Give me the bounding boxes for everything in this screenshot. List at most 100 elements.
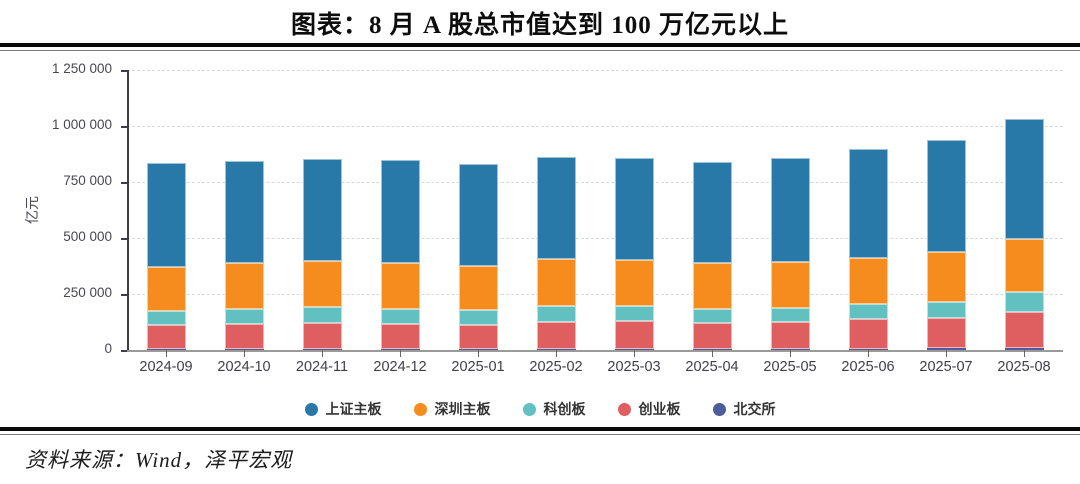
x-tick-label: 2025-08 <box>997 359 1051 375</box>
bar-segment-创业板[interactable] <box>146 324 186 350</box>
x-tick-mark <box>634 350 635 357</box>
y-tick-label: 500 000 <box>63 229 112 244</box>
x-tick-label: 2025-05 <box>763 359 817 375</box>
legend-item-深圳主板[interactable]: 深圳主板 <box>413 399 491 419</box>
bar-segment-上证主板[interactable] <box>614 158 654 260</box>
bar-segment-上证主板[interactable] <box>224 160 264 264</box>
bar-segment-北交所[interactable] <box>848 348 888 350</box>
bar-segment-上证主板[interactable] <box>692 162 732 264</box>
x-tick-mark <box>868 350 869 357</box>
stacked-bar-chart: 亿元 0 250 000 500 000 750 000 1 000 000 1 250 … <box>0 52 1080 398</box>
x-tick-label: 2025-07 <box>919 359 973 375</box>
bar-segment-上证主板[interactable] <box>536 156 576 260</box>
bar-segment-北交所[interactable] <box>458 348 498 350</box>
x-tick-label: 2024-10 <box>217 359 271 375</box>
bar-segment-科创板[interactable] <box>614 306 654 322</box>
x-tick-mark <box>556 350 557 357</box>
bar-segment-深圳主板[interactable] <box>146 266 186 312</box>
bar-segment-深圳主板[interactable] <box>926 252 966 303</box>
legend-label: 上证主板 <box>325 401 382 417</box>
legend-item-上证主板[interactable]: 上证主板 <box>304 399 382 419</box>
y-tick-mark <box>121 126 127 128</box>
y-tick-label: 250 000 <box>63 285 112 300</box>
bar-segment-科创板[interactable] <box>692 309 732 324</box>
bar-segment-深圳主板[interactable] <box>536 259 576 307</box>
bar-segment-北交所[interactable] <box>692 348 732 350</box>
bar-segment-创业板[interactable] <box>1004 311 1044 349</box>
y-tick-label: 1 250 000 <box>51 61 112 76</box>
bar-segment-科创板[interactable] <box>380 309 420 324</box>
bar-segment-深圳主板[interactable] <box>770 261 810 309</box>
legend-swatch-icon <box>522 402 536 416</box>
bar-segment-北交所[interactable] <box>302 349 342 350</box>
x-tick-label: 2025-01 <box>451 359 505 375</box>
bar-segment-创业板[interactable] <box>770 322 810 349</box>
bar-segment-创业板[interactable] <box>380 324 420 350</box>
legend-label: 北交所 <box>733 401 776 417</box>
y-axis-line <box>127 70 129 352</box>
legend-item-北交所[interactable]: 北交所 <box>712 399 776 419</box>
bar-segment-创业板[interactable] <box>224 324 264 350</box>
x-tick-label: 2025-04 <box>685 359 739 375</box>
data-source-note: 资料来源：Wind，泽平宏观 <box>25 448 293 472</box>
legend-item-科创板[interactable]: 科创板 <box>522 399 586 419</box>
bar-segment-北交所[interactable] <box>1004 348 1044 350</box>
bar-segment-深圳主板[interactable] <box>614 259 654 307</box>
bar-segment-北交所[interactable] <box>536 348 576 350</box>
legend-swatch-icon <box>413 402 427 416</box>
bar-segment-创业板[interactable] <box>848 319 888 349</box>
bar-segment-科创板[interactable] <box>224 309 264 324</box>
bar-segment-上证主板[interactable] <box>848 149 888 258</box>
bottom-divider <box>0 427 1080 435</box>
bottom-divider-thick-line <box>0 427 1080 431</box>
bar-segment-科创板[interactable] <box>770 308 810 322</box>
bar-segment-科创板[interactable] <box>536 306 576 322</box>
legend-label: 科创板 <box>543 401 586 417</box>
bar-segment-创业板[interactable] <box>458 324 498 349</box>
bar-segment-上证主板[interactable] <box>770 158 810 262</box>
bar-segment-深圳主板[interactable] <box>302 261 342 307</box>
bar-segment-北交所[interactable] <box>380 349 420 350</box>
bar-segment-创业板[interactable] <box>302 323 342 350</box>
y-gridline <box>127 238 1063 239</box>
top-divider-thin-line <box>0 50 1080 51</box>
bar-segment-北交所[interactable] <box>770 348 810 350</box>
y-tick-mark <box>121 238 127 240</box>
bar-segment-创业板[interactable] <box>614 321 654 349</box>
bar-segment-深圳主板[interactable] <box>1004 239 1044 292</box>
bar-segment-深圳主板[interactable] <box>224 263 264 309</box>
bar-segment-科创板[interactable] <box>458 309 498 325</box>
bar-segment-上证主板[interactable] <box>302 158 342 262</box>
y-gridline <box>127 294 1063 295</box>
bar-segment-北交所[interactable] <box>614 348 654 350</box>
bar-segment-深圳主板[interactable] <box>692 263 732 309</box>
bar-segment-北交所[interactable] <box>146 349 186 350</box>
x-tick-mark <box>790 350 791 357</box>
bar-segment-上证主板[interactable] <box>380 160 420 264</box>
x-tick-mark <box>400 350 401 357</box>
top-divider <box>0 43 1080 51</box>
bar-segment-北交所[interactable] <box>926 348 966 350</box>
legend-swatch-icon <box>617 402 631 416</box>
bar-segment-科创板[interactable] <box>302 306 342 324</box>
bar-segment-科创板[interactable] <box>1004 291 1044 312</box>
bar-segment-上证主板[interactable] <box>146 162 186 267</box>
bar-segment-创业板[interactable] <box>536 322 576 349</box>
bar-segment-深圳主板[interactable] <box>848 257 888 305</box>
y-gridline <box>127 182 1063 183</box>
legend-item-创业板[interactable]: 创业板 <box>617 399 681 419</box>
bar-segment-科创板[interactable] <box>848 304 888 320</box>
bar-segment-科创板[interactable] <box>926 302 966 318</box>
bar-segment-上证主板[interactable] <box>458 164 498 266</box>
bar-segment-深圳主板[interactable] <box>458 266 498 310</box>
bar-segment-创业板[interactable] <box>692 323 732 349</box>
legend-label: 深圳主板 <box>434 401 491 417</box>
bar-segment-创业板[interactable] <box>926 317 966 349</box>
x-tick-label: 2024-09 <box>139 359 193 375</box>
x-tick-mark <box>478 350 479 357</box>
bar-segment-科创板[interactable] <box>146 311 186 325</box>
bar-segment-上证主板[interactable] <box>926 139 966 253</box>
bar-segment-北交所[interactable] <box>224 349 264 350</box>
bar-segment-上证主板[interactable] <box>1004 119 1044 240</box>
bar-segment-深圳主板[interactable] <box>380 263 420 309</box>
